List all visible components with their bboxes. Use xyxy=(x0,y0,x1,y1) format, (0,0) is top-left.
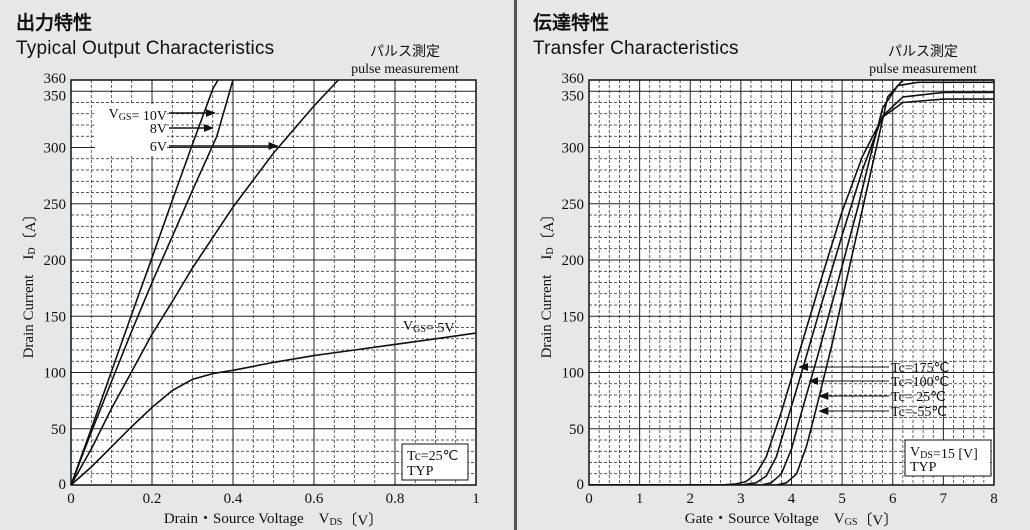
chart-title-en: Transfer Characteristics xyxy=(533,38,739,59)
chart-title-jp: 伝達特性 xyxy=(533,12,610,34)
y-tick-label: 0 xyxy=(577,477,585,493)
x-axis-label: Gate・Source Voltage VGS〔V〕 xyxy=(685,511,898,529)
condition-text: Tc=25℃ xyxy=(407,449,458,464)
x-tick-label: 1 xyxy=(636,491,644,507)
left-chart-panel: 出力特性 Typical Output Characteristics 0 50 1… xyxy=(0,0,514,530)
x-axis-label: Drain・Source Voltage VDS〔V〕 xyxy=(164,511,383,529)
x-tick-label: 0.2 xyxy=(143,491,162,507)
typ-text: TYP xyxy=(910,460,937,475)
series-line xyxy=(589,79,994,485)
series-line xyxy=(71,332,476,485)
y-tick-label: 50 xyxy=(51,422,66,438)
condition-text: VDS=15 [V] xyxy=(910,445,978,462)
y-tick-label: 350 xyxy=(44,88,67,104)
series-line xyxy=(71,79,339,485)
condition-box xyxy=(904,439,992,477)
y-tick-label: 100 xyxy=(44,366,67,382)
series-label: 8V xyxy=(150,122,167,137)
y-tick-label: 100 xyxy=(562,366,585,382)
x-tick-label: 0 xyxy=(67,491,75,507)
series-line xyxy=(589,98,994,485)
series-label: Tc=100℃ xyxy=(891,375,949,390)
series-label: Tc= 25℃ xyxy=(891,390,946,405)
x-tick-label: 0.8 xyxy=(386,491,405,507)
x-tick-label: 7 xyxy=(940,491,948,507)
y-tick-label: 360 xyxy=(44,71,67,87)
x-tick-label: 2 xyxy=(687,491,695,507)
y-tick-label: 0 xyxy=(59,477,67,493)
x-tick-label: 0.4 xyxy=(224,491,243,507)
y-tick-label: 50 xyxy=(569,422,584,438)
x-tick-label: 0 xyxy=(585,491,593,507)
y-tick-label: 200 xyxy=(562,253,585,269)
x-tick-label: 1 xyxy=(472,491,480,507)
x-tick-label: 3 xyxy=(737,491,745,507)
series-line xyxy=(589,91,994,485)
condition-box xyxy=(401,443,469,481)
x-tick-label: 0.6 xyxy=(305,491,324,507)
y-tick-label: 360 xyxy=(562,71,585,87)
y-tick-label: 250 xyxy=(562,197,585,213)
pulse-note-jp: パルス測定 xyxy=(888,44,958,60)
series-line xyxy=(589,81,994,485)
y-axis-label: Drain Current ID〔A〕 xyxy=(539,207,557,359)
pulse-note-en: pulse measurement xyxy=(869,62,977,77)
panel-divider xyxy=(514,0,517,530)
x-tick-label: 5 xyxy=(838,491,846,507)
series-label: VGS= 10V xyxy=(109,107,167,124)
y-tick-label: 300 xyxy=(44,141,67,157)
y-tick-label: 150 xyxy=(44,309,67,325)
series-label: Tc=175℃ xyxy=(891,361,949,376)
label-backing xyxy=(95,104,167,156)
series-label: 6V xyxy=(150,140,167,155)
series-label: Tc=-55℃ xyxy=(891,405,947,420)
series-label: VGS= 5V xyxy=(403,319,454,336)
typ-text: TYP xyxy=(407,464,434,479)
y-axis-label: Drain Current ID〔A〕 xyxy=(21,207,39,359)
y-tick-label: 150 xyxy=(562,309,585,325)
chart-title-jp: 出力特性 xyxy=(16,12,93,34)
pulse-note-jp: パルス測定 xyxy=(370,44,440,60)
plot-frame xyxy=(588,79,995,486)
series-line xyxy=(71,79,234,485)
x-tick-label: 6 xyxy=(889,491,897,507)
y-tick-label: 300 xyxy=(562,141,585,157)
y-tick-label: 200 xyxy=(44,253,67,269)
pulse-note-en: pulse measurement xyxy=(351,62,459,77)
chart-title-en: Typical Output Characteristics xyxy=(16,38,275,59)
x-tick-label: 4 xyxy=(788,491,796,507)
x-tick-label: 8 xyxy=(990,491,998,507)
y-tick-label: 350 xyxy=(562,88,585,104)
right-chart-panel: 伝達特性 Transfer Characteristics 0 50 100 150 2… xyxy=(517,0,1030,530)
series-line xyxy=(71,79,219,485)
plot-frame xyxy=(70,79,477,486)
y-tick-label: 250 xyxy=(44,197,67,213)
